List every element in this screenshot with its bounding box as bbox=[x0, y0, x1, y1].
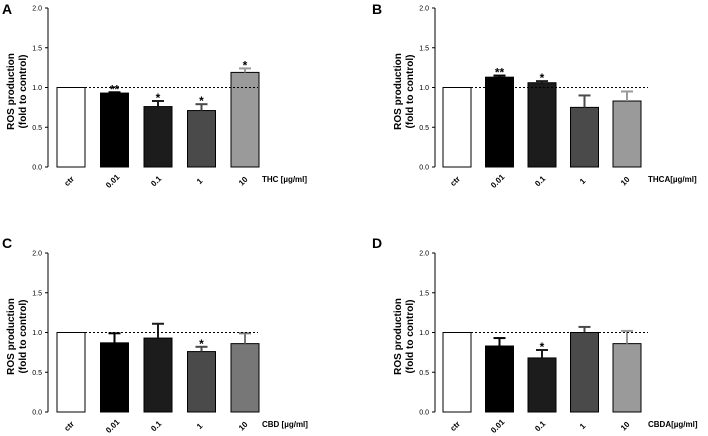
y-axis-label: ROS production bbox=[6, 53, 17, 130]
y-tick-label: 0.0 bbox=[419, 165, 429, 172]
x-tick-label: 0.1 bbox=[149, 419, 164, 434]
y-tick-label: 1.5 bbox=[419, 45, 429, 52]
chart-panel-a: A 0.0 0.5 1.0 1.5 2.0 ROS production (fold to c… bbox=[2, 1, 307, 190]
x-tick-label: 0.1 bbox=[533, 174, 548, 189]
panel-letter: C bbox=[2, 235, 12, 251]
bar-10 bbox=[612, 100, 642, 168]
significance-marker: * bbox=[156, 91, 161, 105]
x-tick-label: 10 bbox=[237, 420, 250, 433]
y-tick-label: 1.5 bbox=[32, 290, 42, 297]
y-tick-label: 1.5 bbox=[419, 290, 429, 297]
y-axis-label: (fold to control) bbox=[18, 300, 29, 374]
x-tick-label: 0.01 bbox=[104, 172, 122, 190]
y-axis-label: ROS production bbox=[393, 53, 404, 130]
bar-1 bbox=[187, 110, 216, 168]
y-tick-label: 0.5 bbox=[419, 125, 429, 132]
bar-ctr bbox=[442, 332, 472, 413]
significance-marker: * bbox=[243, 58, 248, 72]
bar-10 bbox=[230, 343, 260, 413]
y-axis-label: ROS production bbox=[393, 298, 404, 375]
bar-0.1 bbox=[143, 106, 173, 168]
bar-0.01 bbox=[100, 92, 129, 168]
y-tick-label: 1.0 bbox=[32, 330, 42, 337]
y-axis-label: (fold to control) bbox=[18, 55, 29, 129]
bar-0.01 bbox=[100, 342, 129, 413]
y-tick-label: 0.0 bbox=[32, 410, 42, 417]
y-tick-label: 1.5 bbox=[32, 45, 42, 52]
x-tick-label: 0.1 bbox=[533, 419, 548, 434]
bar-0.01 bbox=[485, 345, 514, 413]
bar-ctr bbox=[56, 87, 86, 168]
x-tick-label: 1 bbox=[578, 176, 588, 186]
significance-marker: ** bbox=[495, 66, 505, 80]
x-axis-label: THC [µg/ml] bbox=[262, 175, 307, 184]
significance-marker: ** bbox=[110, 82, 120, 96]
bar-1 bbox=[570, 106, 599, 168]
chart-panel-d: D 0.0 0.5 1.0 1.5 2.0 ROS production (fold to c… bbox=[372, 235, 698, 435]
significance-marker: * bbox=[199, 94, 204, 108]
x-tick-label: 10 bbox=[619, 420, 632, 433]
y-tick-label: 2.0 bbox=[32, 6, 42, 13]
y-tick-label: 0.0 bbox=[32, 165, 42, 172]
x-tick-label: 0.01 bbox=[489, 417, 507, 435]
x-tick-label: ctr bbox=[448, 174, 462, 188]
x-tick-label: ctr bbox=[62, 419, 76, 433]
y-tick-label: 1.0 bbox=[32, 85, 42, 92]
y-axis-label: (fold to control) bbox=[405, 55, 416, 129]
y-tick-label: 2.0 bbox=[419, 251, 429, 258]
panel-letter: B bbox=[372, 1, 382, 17]
y-axis-label: (fold to control) bbox=[405, 300, 416, 374]
bar-0.01 bbox=[485, 76, 514, 168]
chart-panel-b: B 0.0 0.5 1.0 1.5 2.0 ROS production (fold to c… bbox=[372, 1, 697, 190]
x-tick-label: 1 bbox=[578, 421, 588, 431]
x-tick-label: 10 bbox=[619, 175, 632, 188]
x-tick-label: ctr bbox=[448, 419, 462, 433]
bar-10 bbox=[230, 71, 260, 168]
y-tick-label: 2.0 bbox=[419, 6, 429, 13]
significance-marker: * bbox=[540, 340, 545, 354]
x-tick-label: ctr bbox=[62, 174, 76, 188]
panel-letter: A bbox=[2, 1, 12, 17]
chart-panel-c: C 0.0 0.5 1.0 1.5 2.0 ROS production (fold to c… bbox=[2, 235, 308, 435]
x-tick-label: 1 bbox=[195, 421, 205, 431]
x-axis-label: CBD [µg/ml] bbox=[262, 420, 308, 429]
bar-0.1 bbox=[143, 337, 173, 413]
x-tick-label: 0.01 bbox=[104, 417, 122, 435]
x-tick-label: 10 bbox=[237, 175, 250, 188]
y-tick-label: 2.0 bbox=[32, 251, 42, 258]
x-tick-label: 0.1 bbox=[149, 174, 164, 189]
bar-10 bbox=[612, 343, 642, 413]
bar-1 bbox=[570, 332, 599, 413]
y-tick-label: 0.5 bbox=[419, 370, 429, 377]
x-axis-label: THCA[µg/ml] bbox=[648, 175, 697, 184]
x-tick-label: 1 bbox=[195, 176, 205, 186]
y-tick-label: 0.0 bbox=[419, 410, 429, 417]
x-tick-label: 0.01 bbox=[489, 172, 507, 190]
y-tick-label: 1.0 bbox=[419, 85, 429, 92]
bar-ctr bbox=[56, 332, 86, 413]
significance-marker: * bbox=[199, 337, 204, 351]
bar-0.1 bbox=[527, 357, 557, 413]
y-tick-label: 1.0 bbox=[419, 330, 429, 337]
x-axis-label: CBDA[µg/ml] bbox=[648, 420, 698, 429]
bar-ctr bbox=[442, 87, 472, 168]
y-tick-label: 0.5 bbox=[32, 125, 42, 132]
panel-letter: D bbox=[372, 235, 382, 251]
bar-1 bbox=[187, 351, 216, 413]
y-axis-label: ROS production bbox=[6, 298, 17, 375]
significance-marker: * bbox=[540, 71, 545, 85]
y-tick-label: 0.5 bbox=[32, 370, 42, 377]
bar-0.1 bbox=[527, 82, 557, 168]
